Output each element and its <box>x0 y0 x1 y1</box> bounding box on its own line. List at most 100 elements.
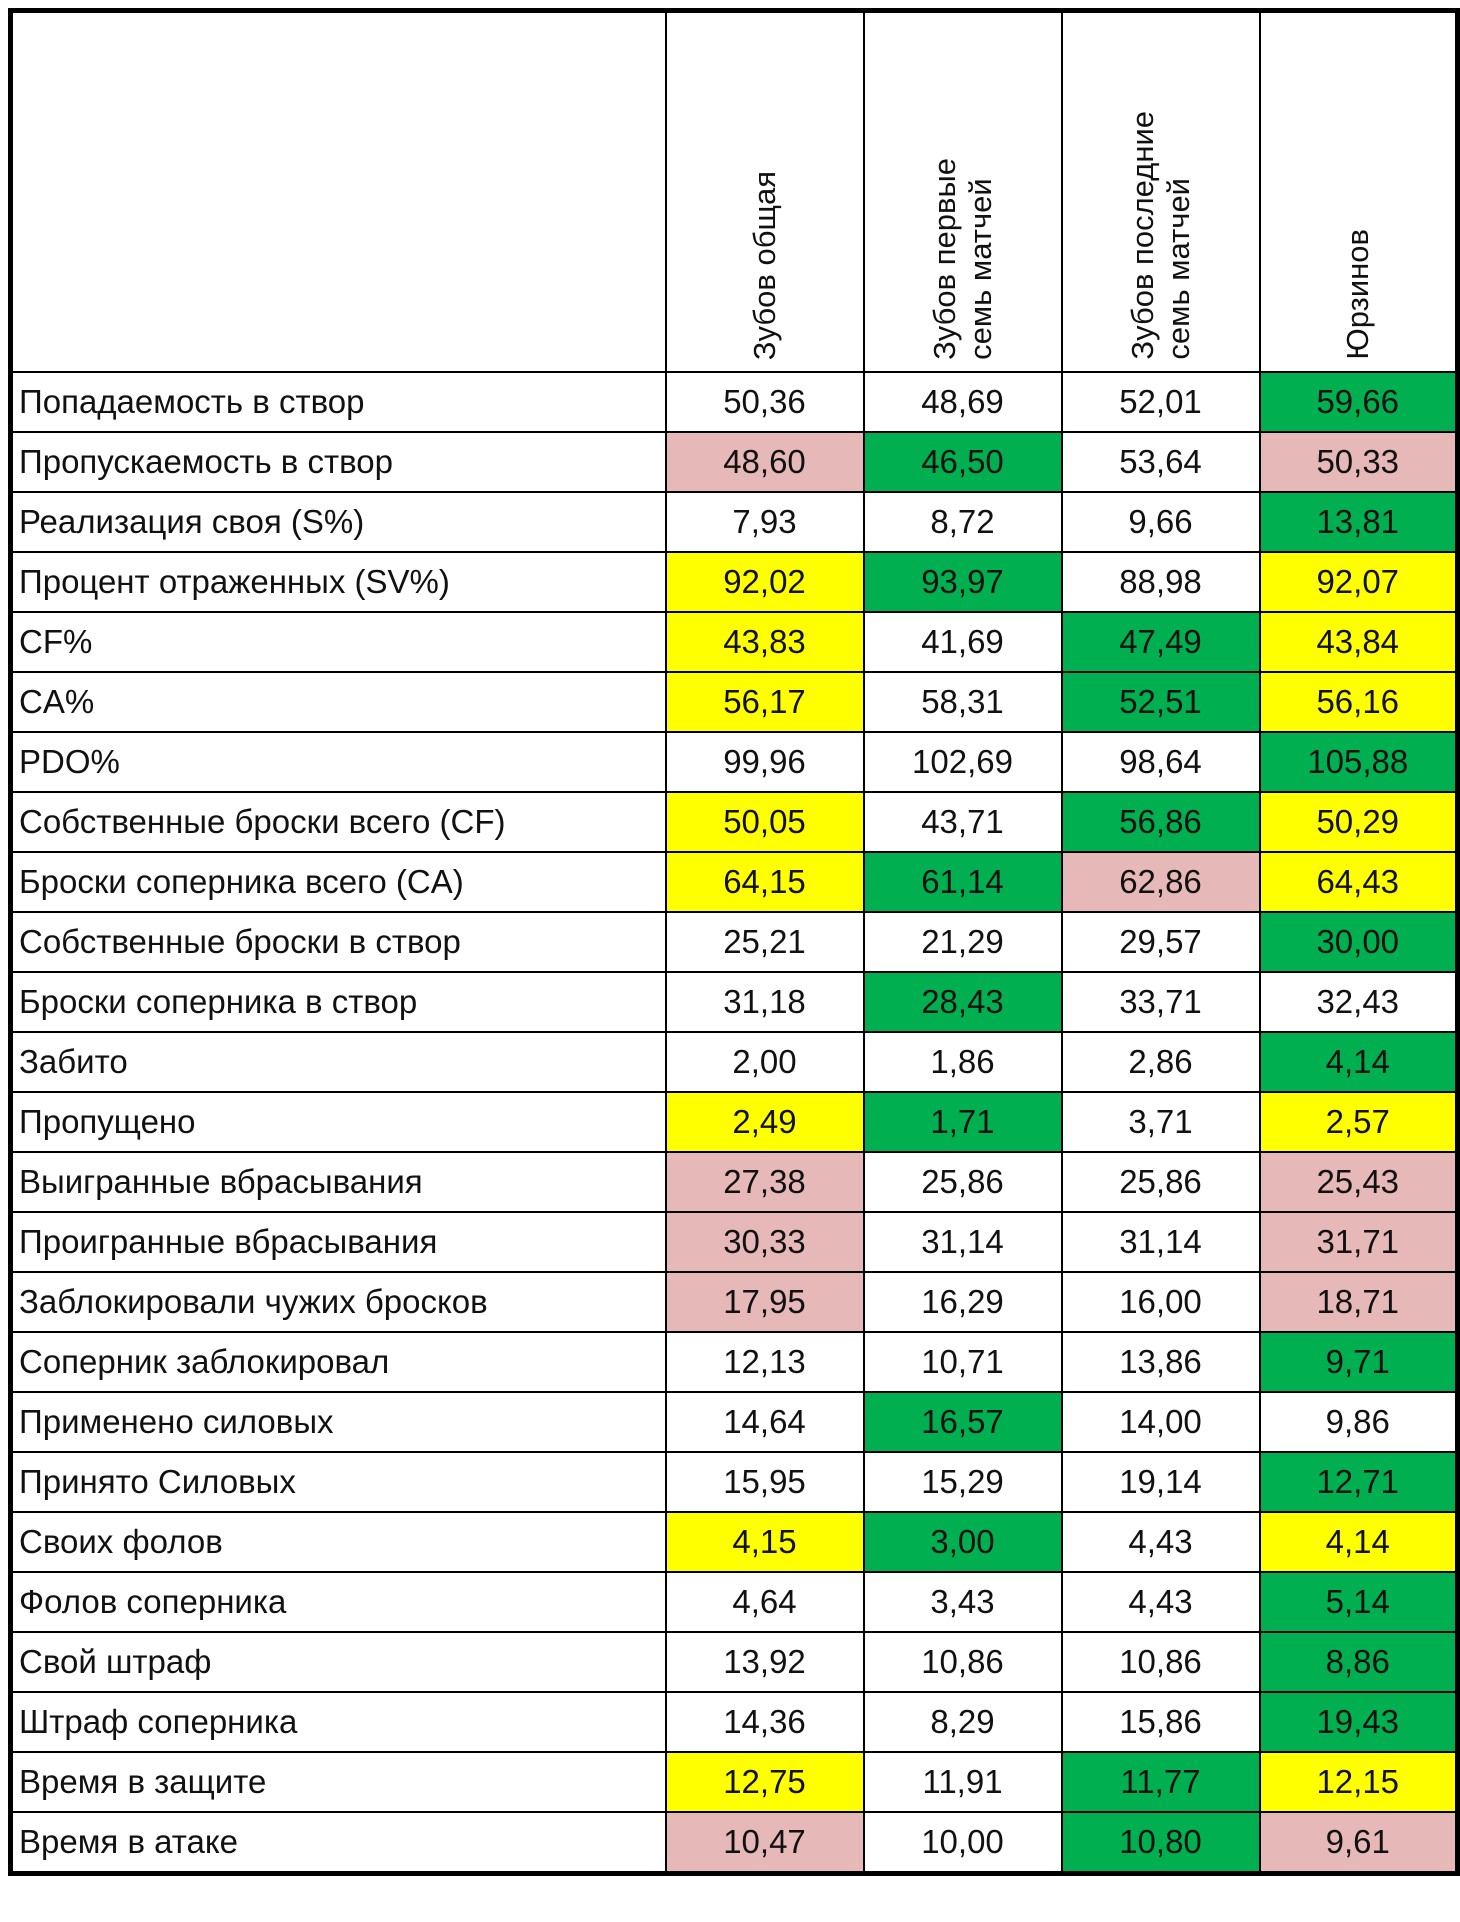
value-cell: 13,92 <box>664 1631 865 1693</box>
value-cell: 15,95 <box>664 1451 865 1513</box>
table-row: Принято Силовых 15,95 15,29 19,14 12,71 <box>9 1451 1459 1513</box>
row-label: Фолов соперника <box>9 1571 667 1633</box>
value-cell: 11,77 <box>1060 1751 1261 1813</box>
row-label: Время в атаке <box>9 1811 667 1875</box>
value-cell: 31,71 <box>1258 1211 1459 1273</box>
value-cell: 92,02 <box>664 551 865 613</box>
value-cell: 43,71 <box>862 791 1063 853</box>
value-cell: 64,43 <box>1258 851 1459 913</box>
value-cell: 8,72 <box>862 491 1063 553</box>
value-cell: 56,16 <box>1258 671 1459 733</box>
value-cell: 58,31 <box>862 671 1063 733</box>
value-cell: 8,29 <box>862 1691 1063 1753</box>
table-row: Выигранные вбрасывания 27,38 25,86 25,86 25,… <box>9 1151 1459 1213</box>
table-row: Проигранные вбрасывания 30,33 31,14 31,14 31… <box>9 1211 1459 1273</box>
value-cell: 27,38 <box>664 1151 865 1213</box>
value-cell: 3,00 <box>862 1511 1063 1573</box>
column-header: Зубов первые семь матчей <box>862 9 1063 373</box>
table-row: Забито 2,00 1,86 2,86 4,14 <box>9 1031 1459 1093</box>
value-cell: 21,29 <box>862 911 1063 973</box>
value-cell: 14,00 <box>1060 1391 1261 1453</box>
stats-table: Зубов общая Зубов первые семь матчей Зуб… <box>8 8 1460 1876</box>
value-cell: 52,51 <box>1060 671 1261 733</box>
value-cell: 25,86 <box>1060 1151 1261 1213</box>
value-cell: 3,71 <box>1060 1091 1261 1153</box>
value-cell: 13,86 <box>1060 1331 1261 1393</box>
value-cell: 61,14 <box>862 851 1063 913</box>
table-row: Заблокировали чужих бросков 17,95 16,29 16,… <box>9 1271 1459 1333</box>
row-label: Штраф соперника <box>9 1691 667 1753</box>
row-label: Применено силовых <box>9 1391 667 1453</box>
value-cell: 5,14 <box>1258 1571 1459 1633</box>
row-label: Соперник заблокировал <box>9 1331 667 1393</box>
table-row: Собственные броски всего (CF) 50,05 43,71 5… <box>9 791 1459 853</box>
value-cell: 25,86 <box>862 1151 1063 1213</box>
value-cell: 10,86 <box>1060 1631 1261 1693</box>
row-label: Реализация своя (S%) <box>9 491 667 553</box>
row-label: Броски соперника всего (CA) <box>9 851 667 913</box>
value-cell: 50,05 <box>664 791 865 853</box>
value-cell: 4,43 <box>1060 1571 1261 1633</box>
value-cell: 102,69 <box>862 731 1063 793</box>
table-row: Попадаемость в створ 50,36 48,69 52,01 59,66 <box>9 371 1459 433</box>
value-cell: 50,33 <box>1258 431 1459 493</box>
value-cell: 9,71 <box>1258 1331 1459 1393</box>
value-cell: 15,86 <box>1060 1691 1261 1753</box>
value-cell: 8,86 <box>1258 1631 1459 1693</box>
value-cell: 16,00 <box>1060 1271 1261 1333</box>
value-cell: 105,88 <box>1258 731 1459 793</box>
value-cell: 93,97 <box>862 551 1063 613</box>
value-cell: 1,71 <box>862 1091 1063 1153</box>
value-cell: 10,80 <box>1060 1811 1261 1875</box>
value-cell: 19,43 <box>1258 1691 1459 1753</box>
value-cell: 99,96 <box>664 731 865 793</box>
value-cell: 12,13 <box>664 1331 865 1393</box>
table-row: Соперник заблокировал 12,13 10,71 13,86 9,71 <box>9 1331 1459 1393</box>
table-row: Пропускаемость в створ 48,60 46,50 53,64 50,… <box>9 431 1459 493</box>
table-row: Реализация своя (S%) 7,93 8,72 9,66 13,81 <box>9 491 1459 553</box>
value-cell: 30,33 <box>664 1211 865 1273</box>
row-label: Выигранные вбрасывания <box>9 1151 667 1213</box>
value-cell: 7,93 <box>664 491 865 553</box>
value-cell: 64,15 <box>664 851 865 913</box>
value-cell: 9,61 <box>1258 1811 1459 1875</box>
value-cell: 32,43 <box>1258 971 1459 1033</box>
value-cell: 9,66 <box>1060 491 1261 553</box>
row-label: PDO% <box>9 731 667 793</box>
value-cell: 62,86 <box>1060 851 1261 913</box>
header-corner <box>9 9 667 373</box>
value-cell: 92,07 <box>1258 551 1459 613</box>
value-cell: 14,64 <box>664 1391 865 1453</box>
value-cell: 14,36 <box>664 1691 865 1753</box>
table-row: CF% 43,83 41,69 47,49 43,84 <box>9 611 1459 673</box>
value-cell: 2,57 <box>1258 1091 1459 1153</box>
value-cell: 9,86 <box>1258 1391 1459 1453</box>
value-cell: 31,14 <box>1060 1211 1261 1273</box>
value-cell: 13,81 <box>1258 491 1459 553</box>
table-row: Фолов соперника 4,64 3,43 4,43 5,14 <box>9 1571 1459 1633</box>
header-row: Зубов общая Зубов первые семь матчей Зуб… <box>9 9 1459 373</box>
table-row: Броски соперника в створ 31,18 28,43 33,71 3… <box>9 971 1459 1033</box>
table-row: Время в атаке 10,47 10,00 10,80 9,61 <box>9 1811 1459 1875</box>
value-cell: 3,43 <box>862 1571 1063 1633</box>
value-cell: 16,57 <box>862 1391 1063 1453</box>
table-row: Броски соперника всего (CA) 64,15 61,14 62,… <box>9 851 1459 913</box>
table-row: Штраф соперника 14,36 8,29 15,86 19,43 <box>9 1691 1459 1753</box>
row-label: Процент отраженных (SV%) <box>9 551 667 613</box>
value-cell: 10,71 <box>862 1331 1063 1393</box>
value-cell: 10,00 <box>862 1811 1063 1875</box>
row-label: Броски соперника в створ <box>9 971 667 1033</box>
table-row: Собственные броски в створ 25,21 21,29 29,5… <box>9 911 1459 973</box>
value-cell: 2,00 <box>664 1031 865 1093</box>
value-cell: 31,14 <box>862 1211 1063 1273</box>
row-label: Принято Силовых <box>9 1451 667 1513</box>
value-cell: 17,95 <box>664 1271 865 1333</box>
value-cell: 12,75 <box>664 1751 865 1813</box>
value-cell: 16,29 <box>862 1271 1063 1333</box>
row-label: CA% <box>9 671 667 733</box>
value-cell: 1,86 <box>862 1031 1063 1093</box>
value-cell: 12,71 <box>1258 1451 1459 1513</box>
value-cell: 25,21 <box>664 911 865 973</box>
value-cell: 47,49 <box>1060 611 1261 673</box>
value-cell: 29,57 <box>1060 911 1261 973</box>
